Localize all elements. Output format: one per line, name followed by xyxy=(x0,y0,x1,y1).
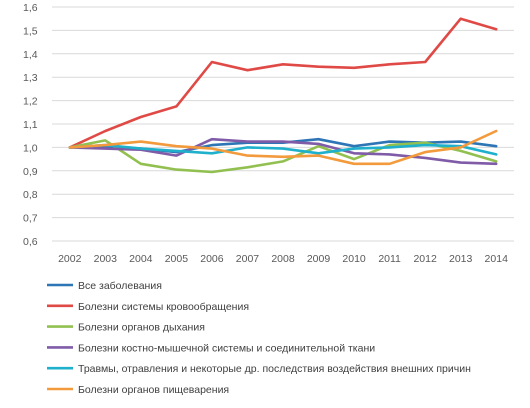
x-tick-label: 2002 xyxy=(58,253,82,265)
legend-item: Травмы, отравления и некоторые др. после… xyxy=(47,363,471,375)
x-tick-label: 2007 xyxy=(236,253,260,265)
y-tick-label: 0,8 xyxy=(23,189,38,201)
legend-label: Травмы, отравления и некоторые др. после… xyxy=(78,363,471,375)
x-tick-label: 2010 xyxy=(342,253,366,265)
x-axis-tick-labels: 2002 2003 2004 2005 2006 2007 2008 2009 2010 2011… xyxy=(58,253,508,265)
y-tick-label: 1,0 xyxy=(23,142,38,154)
y-tick-label: 0,7 xyxy=(23,213,38,225)
x-tick-label: 2014 xyxy=(485,253,509,265)
y-tick-label: 1,3 xyxy=(23,72,38,84)
x-tick-label: 2009 xyxy=(307,253,331,265)
y-tick-label: 1,5 xyxy=(23,25,38,37)
legend-item: Все заболевания xyxy=(47,280,162,292)
y-tick-label: 0,6 xyxy=(23,236,38,248)
x-tick-label: 2004 xyxy=(129,253,153,265)
x-tick-label: 2005 xyxy=(165,253,189,265)
legend-label: Все заболевания xyxy=(78,280,162,292)
legend-label: Болезни органов дыхания xyxy=(78,322,205,334)
legend-item: Болезни костно-мышечной системы и соедин… xyxy=(47,342,375,354)
x-tick-label: 2008 xyxy=(271,253,295,265)
x-tick-label: 2011 xyxy=(378,253,401,265)
series-line-2 xyxy=(68,17,498,149)
legend-label: Болезни органов пищеварения xyxy=(78,384,229,396)
series-line-6 xyxy=(68,129,498,166)
legend-item: Болезни органов дыхания xyxy=(47,322,205,334)
series-lines xyxy=(68,17,498,174)
y-axis-tick-labels: 0,6 0,7 0,8 0,9 1,0 1,1 1,2 1,3 1,4 1,5 1,6 xyxy=(23,2,38,248)
y-tick-label: 1,1 xyxy=(23,119,38,131)
y-tick-label: 0,9 xyxy=(23,166,38,178)
legend: Все заболевания Болезни системы кровообра… xyxy=(47,280,471,396)
legend-item: Болезни системы кровообращения xyxy=(47,301,249,313)
x-tick-label: 2003 xyxy=(94,253,118,265)
legend-label: Болезни костно-мышечной системы и соедин… xyxy=(78,342,375,354)
series-line-3 xyxy=(68,139,498,174)
series-line-5 xyxy=(68,143,498,156)
legend-label: Болезни системы кровообращения xyxy=(78,301,249,313)
x-tick-label: 2012 xyxy=(413,253,437,265)
y-tick-label: 1,6 xyxy=(23,2,38,14)
y-tick-label: 1,2 xyxy=(23,96,38,108)
y-tick-label: 1,4 xyxy=(23,49,38,61)
x-tick-label: 2013 xyxy=(449,253,473,265)
legend-item: Болезни органов пищеварения xyxy=(47,384,229,396)
x-tick-label: 2006 xyxy=(200,253,224,265)
